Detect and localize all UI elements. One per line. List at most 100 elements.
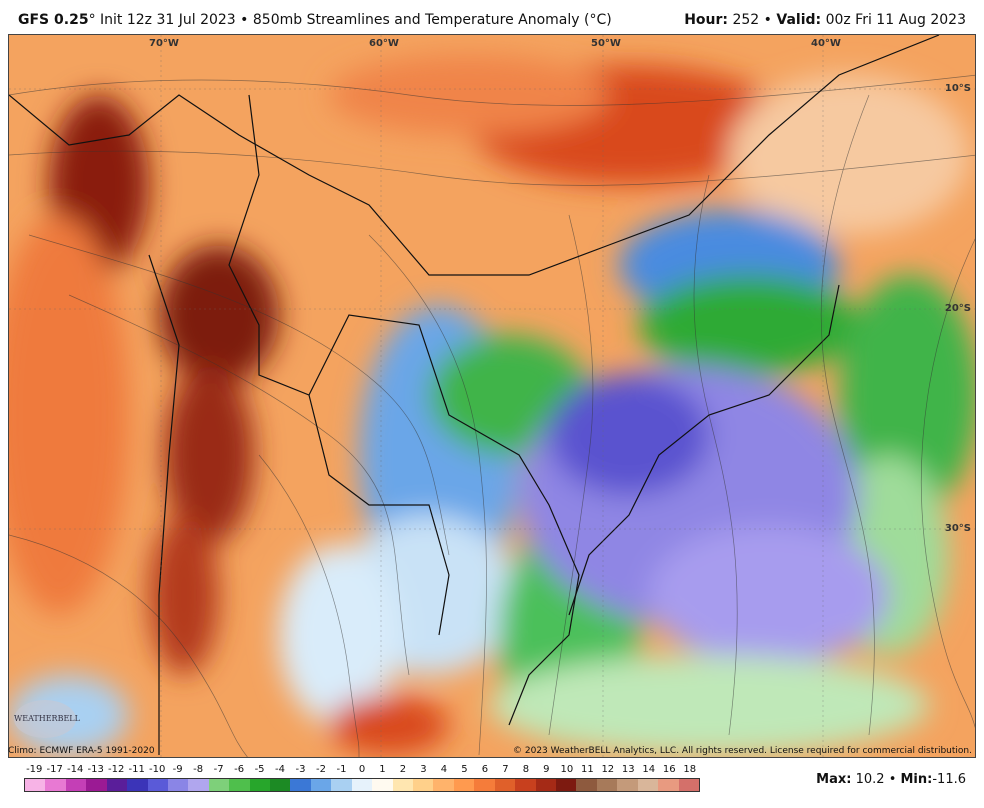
scale-tick-label: 7 xyxy=(502,764,509,775)
scale-tick-label: -7 xyxy=(213,764,224,775)
degree-symbol: ° xyxy=(88,12,96,28)
scale-swatch xyxy=(310,779,332,791)
separator: • xyxy=(240,12,249,28)
scale-swatch xyxy=(331,779,352,791)
scale-tick-label: -11 xyxy=(128,764,145,775)
scale-tick-label: -19 xyxy=(26,764,43,775)
scale-tick-label: 10 xyxy=(560,764,574,775)
separator: • xyxy=(888,772,897,787)
scale-swatch xyxy=(678,779,699,791)
scale-swatch xyxy=(576,779,597,791)
lat-label: 20°S xyxy=(944,303,971,314)
scale-swatch xyxy=(494,779,516,791)
lat-label: 10°S xyxy=(944,83,971,94)
scale-tick-label: 0 xyxy=(358,764,366,775)
scale-tick-label: 18 xyxy=(683,764,697,775)
lon-label: 50°W xyxy=(591,38,621,49)
scale-tick-label: 1 xyxy=(379,764,386,775)
min-value: -11.6 xyxy=(932,772,966,787)
scale-swatch xyxy=(433,779,454,791)
scale-tick-label: -10 xyxy=(148,764,166,775)
map-title: 850mb Streamlines and Temperature Anomal… xyxy=(252,12,612,28)
valid-label: Valid: xyxy=(776,12,822,28)
lat-label: 30°S xyxy=(944,523,971,534)
scale-swatch xyxy=(249,779,271,791)
scale-tick-label: -17 xyxy=(46,764,63,775)
field-stats: Max: 10.2 • Min:-11.6 xyxy=(816,772,966,787)
title-bar: GFS 0.25° Init 12z 31 Jul 2023 • 850mb S… xyxy=(18,12,612,28)
scale-swatch xyxy=(127,779,148,791)
scale-tick-label: -8 xyxy=(193,764,204,775)
scale-swatch xyxy=(270,779,291,791)
scale-tick-label: 8 xyxy=(522,764,530,775)
scale-tick-label: 2 xyxy=(399,764,407,775)
hour-value: 252 xyxy=(732,12,760,28)
scale-swatch xyxy=(413,779,434,791)
scale-bar xyxy=(24,778,700,792)
scale-swatch xyxy=(596,779,618,791)
model-name: GFS 0.25 xyxy=(18,12,89,28)
copyright-note: © 2023 WeatherBELL Analytics, LLC. All r… xyxy=(513,746,972,756)
climo-note: Climo: ECMWF ERA-5 1991-2020 xyxy=(8,746,155,756)
scale-swatch xyxy=(474,779,495,791)
header: GFS 0.25° Init 12z 31 Jul 2023 • 850mb S… xyxy=(0,0,984,34)
scale-swatch xyxy=(208,779,230,791)
scale-swatch xyxy=(45,779,66,791)
scale-tick-label: -9 xyxy=(172,764,183,775)
max-label: Max: xyxy=(816,772,852,787)
scale-tick-label: -4 xyxy=(275,764,286,775)
scale-tick-label: 13 xyxy=(621,764,635,775)
scale-swatch xyxy=(555,779,577,791)
scale-swatch xyxy=(147,779,168,791)
forecast-time: Hour: 252 • Valid: 00z Fri 11 Aug 2023 xyxy=(684,12,966,28)
color-scale: -19 -17 -14 -13 -12 -11 -10 -9 -8 -7 -6 -5 -4 -3 -2 -1 0… xyxy=(24,764,700,792)
temperature-anomaly-field xyxy=(9,35,975,757)
scale-tick-label: -12 xyxy=(108,764,125,775)
grid xyxy=(9,35,975,757)
weatherbell-logo: WEATHERBELL xyxy=(14,700,80,738)
scale-tick-label: 3 xyxy=(420,764,427,775)
scale-swatch xyxy=(617,779,638,791)
max-value: 10.2 xyxy=(855,772,885,787)
scale-tick-label: -3 xyxy=(295,764,306,775)
scale-tick-label: -6 xyxy=(234,764,245,775)
scale-tick-label: 11 xyxy=(580,764,594,775)
scale-tick-label: -5 xyxy=(254,764,265,775)
scale-tick-label: -2 xyxy=(316,764,327,775)
scale-tick-label: 14 xyxy=(642,764,656,775)
scale-swatch xyxy=(351,779,373,791)
init-time: Init 12z 31 Jul 2023 xyxy=(100,12,236,28)
scale-swatch xyxy=(637,779,659,791)
scale-swatch xyxy=(453,779,475,791)
scale-swatch xyxy=(86,779,107,791)
scale-swatch xyxy=(535,779,556,791)
borders xyxy=(9,35,940,755)
scale-swatch xyxy=(65,779,87,791)
scale-tick-label: -14 xyxy=(67,764,84,775)
lon-label: 60°W xyxy=(369,38,399,49)
scale-tick-label: 4 xyxy=(440,764,448,775)
scale-swatch xyxy=(188,779,209,791)
scale-swatch xyxy=(290,779,311,791)
scale-swatch xyxy=(167,779,189,791)
scale-swatch xyxy=(229,779,250,791)
scale-swatch xyxy=(515,779,536,791)
lon-label: 40°W xyxy=(811,38,841,49)
valid-value: 00z Fri 11 Aug 2023 xyxy=(825,12,966,28)
weather-map[interactable]: 70°W 60°W 50°W 40°W 10°S 20°S 30°S xyxy=(8,34,976,758)
scale-tick-label: 9 xyxy=(543,764,550,775)
scale-tick-label: -1 xyxy=(336,764,347,775)
scale-tick-label: -13 xyxy=(87,764,104,775)
scale-tick-label: 5 xyxy=(461,764,468,775)
scale-tick-label: 12 xyxy=(601,764,615,775)
min-label: Min: xyxy=(900,772,933,787)
lon-label: 70°W xyxy=(149,38,179,49)
hour-label: Hour: xyxy=(684,12,729,28)
scale-swatch xyxy=(106,779,128,791)
scale-swatch xyxy=(372,779,393,791)
scale-tick-label: 6 xyxy=(481,764,489,775)
separator: • xyxy=(763,12,772,28)
scale-swatch xyxy=(658,779,679,791)
scale-labels: -19 -17 -14 -13 -12 -11 -10 -9 -8 -7 -6 -5 -4 -3 -2 -1 0… xyxy=(24,764,700,778)
scale-tick-label: 16 xyxy=(662,764,676,775)
